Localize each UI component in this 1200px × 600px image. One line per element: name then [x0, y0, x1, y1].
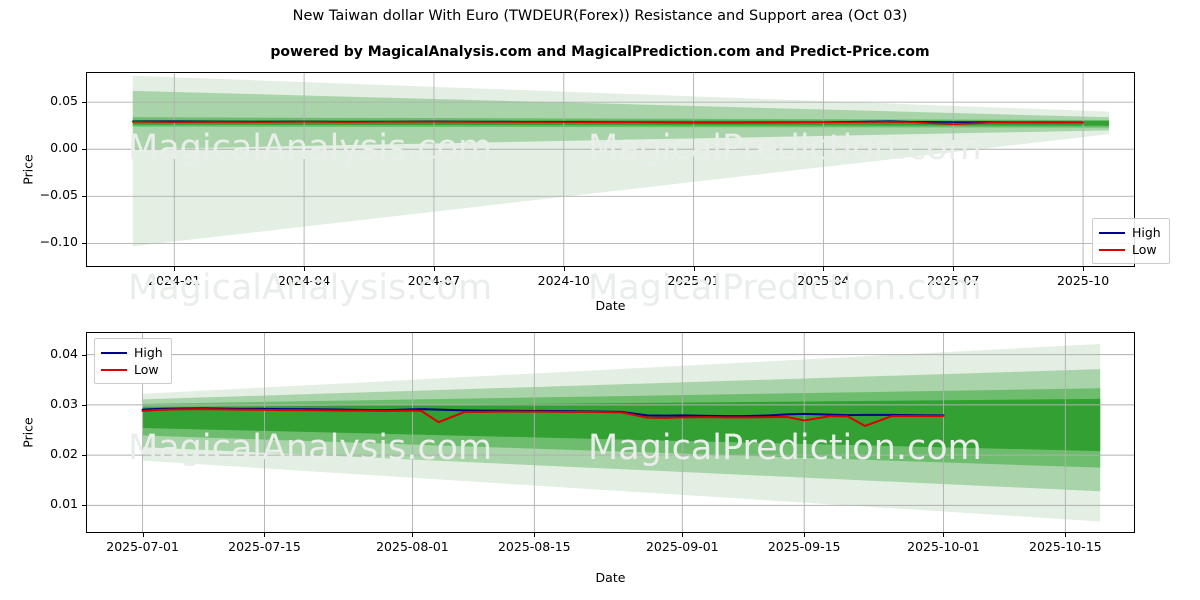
x-axis-tick-mark [563, 267, 565, 271]
x-tick-label: 2024-10 [537, 273, 590, 288]
overview-plot-area [86, 72, 1135, 267]
x-axis-tick-mark [174, 267, 176, 271]
overview-legend[interactable]: High Low [1092, 218, 1170, 264]
x-tick-label: 2025-01 [667, 273, 720, 288]
overview-x-axis-label: Date [595, 298, 626, 313]
x-tick-label: 2025-04 [797, 273, 850, 288]
y-tick-label: −0.05 [39, 187, 78, 203]
zoom-chart-panel [86, 332, 1135, 533]
zoom-plot-area [86, 332, 1135, 533]
y-tick-label: 0.01 [50, 496, 78, 512]
x-axis-tick-mark [823, 267, 825, 271]
x-tick-label: 2025-08-01 [376, 539, 449, 554]
y-tick-label: −0.10 [39, 234, 78, 250]
zoom-legend[interactable]: High Low [94, 338, 172, 384]
x-axis-tick-mark [1065, 533, 1067, 537]
x-axis-tick-mark [693, 267, 695, 271]
x-axis-tick-mark [142, 533, 144, 537]
page-subtitle: powered by MagicalAnalysis.com and Magic… [270, 44, 930, 60]
zoom-x-axis-label: Date [595, 570, 626, 585]
x-axis-tick-mark [264, 533, 266, 537]
legend-item-high[interactable]: High [1099, 224, 1161, 241]
y-axis-tick-mark [82, 404, 86, 406]
legend-label-low: Low [1132, 242, 1157, 257]
y-axis-tick-mark [82, 196, 86, 198]
y-tick-label: 0.04 [50, 345, 78, 361]
legend-item-low[interactable]: Low [1099, 241, 1161, 258]
overview-chart-panel [86, 72, 1135, 267]
x-axis-tick-mark [304, 267, 306, 271]
x-tick-label: 2025-09-15 [767, 539, 841, 554]
y-tick-label: 0.00 [50, 140, 78, 156]
x-tick-label: 2024-01 [148, 273, 201, 288]
legend-label-low: Low [134, 362, 159, 377]
x-tick-label: 2025-08-15 [497, 539, 571, 554]
x-tick-label: 2025-07-01 [106, 539, 179, 554]
x-axis-tick-mark [953, 267, 955, 271]
x-tick-label: 2024-07 [407, 273, 461, 288]
legend-item-high[interactable]: High [101, 344, 163, 361]
x-axis-tick-mark [943, 533, 945, 537]
x-tick-label: 2025-07-15 [228, 539, 301, 554]
y-tick-label: 0.03 [50, 395, 78, 411]
x-axis-tick-mark [534, 533, 536, 537]
x-tick-label: 2024-04 [277, 273, 331, 288]
x-axis-tick-mark [412, 533, 414, 537]
legend-item-low[interactable]: Low [101, 361, 163, 378]
y-axis-tick-mark [82, 455, 86, 457]
legend-label-high: High [1132, 225, 1161, 240]
x-axis-tick-mark [804, 533, 806, 537]
x-tick-label: 2025-10-15 [1029, 539, 1102, 554]
high-line-swatch [1099, 231, 1125, 234]
y-axis-tick-mark [82, 149, 86, 151]
x-tick-label: 2025-07 [927, 273, 980, 288]
x-tick-label: 2025-09-01 [645, 539, 719, 554]
x-tick-label: 2025-10-01 [907, 539, 980, 554]
x-axis-tick-mark [682, 533, 684, 537]
x-tick-label: 2025-10 [1056, 273, 1110, 288]
legend-label-high: High [134, 345, 163, 360]
high-line-swatch [101, 351, 127, 354]
low-line-swatch [101, 368, 127, 371]
page-title: New Taiwan dollar With Euro (TWDEUR(Fore… [292, 8, 908, 24]
y-axis-tick-mark [82, 354, 86, 356]
y-axis-tick-mark [82, 102, 86, 104]
x-axis-tick-mark [433, 267, 435, 271]
y-tick-label: 0.02 [50, 446, 78, 462]
x-axis-tick-mark [1083, 267, 1085, 271]
y-axis-tick-mark [82, 505, 86, 507]
low-line-swatch [1099, 248, 1125, 251]
y-axis-tick-mark [82, 243, 86, 245]
y-tick-label: 0.05 [50, 93, 78, 109]
